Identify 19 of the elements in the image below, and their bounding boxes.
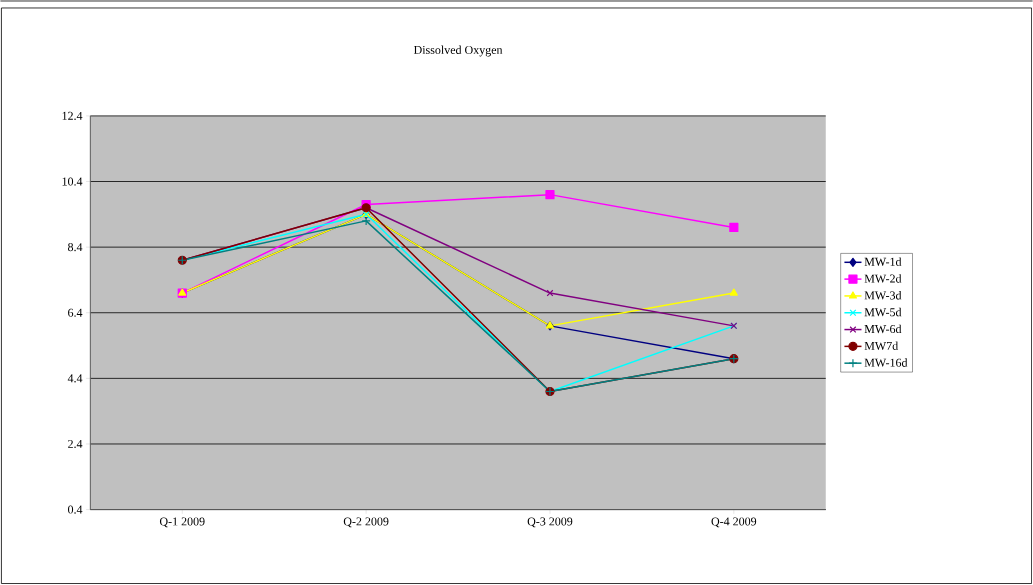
legend-label: MW-5d (864, 308, 902, 317)
chart-title: Dissolved Oxygen (413, 45, 503, 57)
legend-label: MW-16d (864, 358, 908, 368)
y-tick-label: 2.4 (68, 440, 83, 449)
y-tick-label: 12.4 (62, 112, 83, 121)
y-tick-label: 0.4 (68, 505, 83, 514)
x-tick-label: Q-1 2009 (159, 517, 205, 528)
legend-label: MW-2d (864, 274, 902, 283)
y-tick-label: 8.4 (68, 243, 83, 252)
legend-label: MW-3d (864, 291, 902, 300)
legend-label: MW-1d (864, 257, 902, 267)
x-tick-label: Q-4 2009 (711, 517, 757, 528)
x-tick-label: Q-2 2009 (343, 517, 389, 528)
x-tick-label: Q-3 2009 (527, 517, 573, 528)
y-tick-label: 10.4 (62, 177, 83, 186)
y-tick-label: 6.4 (68, 308, 83, 318)
y-tick-label: 4.4 (67, 374, 83, 383)
legend-label: MW7d (864, 341, 899, 351)
legend-label: MW-6d (864, 324, 902, 334)
